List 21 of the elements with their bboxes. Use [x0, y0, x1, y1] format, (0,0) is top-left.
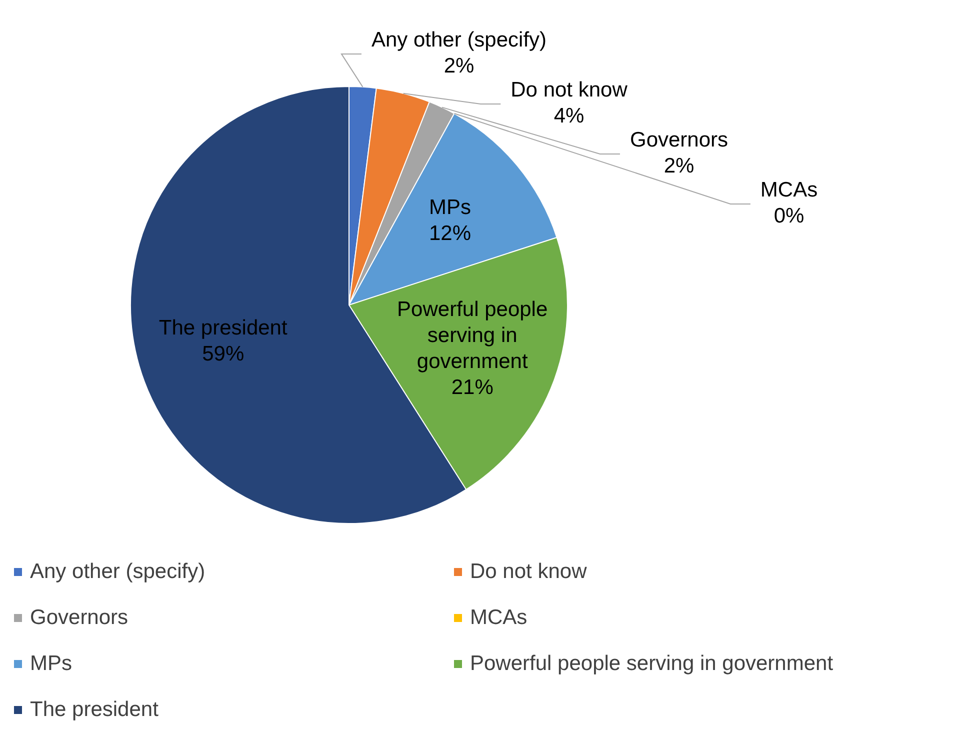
legend-label: Powerful people serving in government	[470, 652, 834, 676]
data-label: 4%	[554, 104, 584, 128]
slice-label: Governors	[630, 128, 728, 152]
data-label: 59%	[202, 342, 244, 366]
data-label: 2%	[444, 54, 474, 78]
text: 0%	[774, 204, 804, 228]
legend-label: MCAs	[470, 606, 528, 630]
slice-label: Powerful people serving in government	[397, 298, 548, 374]
slice-label: Do not know	[510, 78, 628, 102]
legend-label: The president	[30, 698, 158, 722]
slice-label: Any other (specify)	[371, 28, 547, 52]
data-label: 12%	[429, 222, 472, 246]
slice-label: The president	[158, 316, 288, 340]
legend-label: MPs	[30, 652, 72, 676]
data-label: 21%	[451, 376, 494, 400]
slice-label: MPs	[429, 196, 472, 220]
legend-label: Any other (specify)	[30, 560, 206, 584]
legend-label: Governors	[30, 606, 128, 630]
category-label: MCAs	[760, 178, 818, 202]
legend-label: Do not know	[470, 560, 587, 584]
data-label: 2%	[664, 154, 694, 178]
